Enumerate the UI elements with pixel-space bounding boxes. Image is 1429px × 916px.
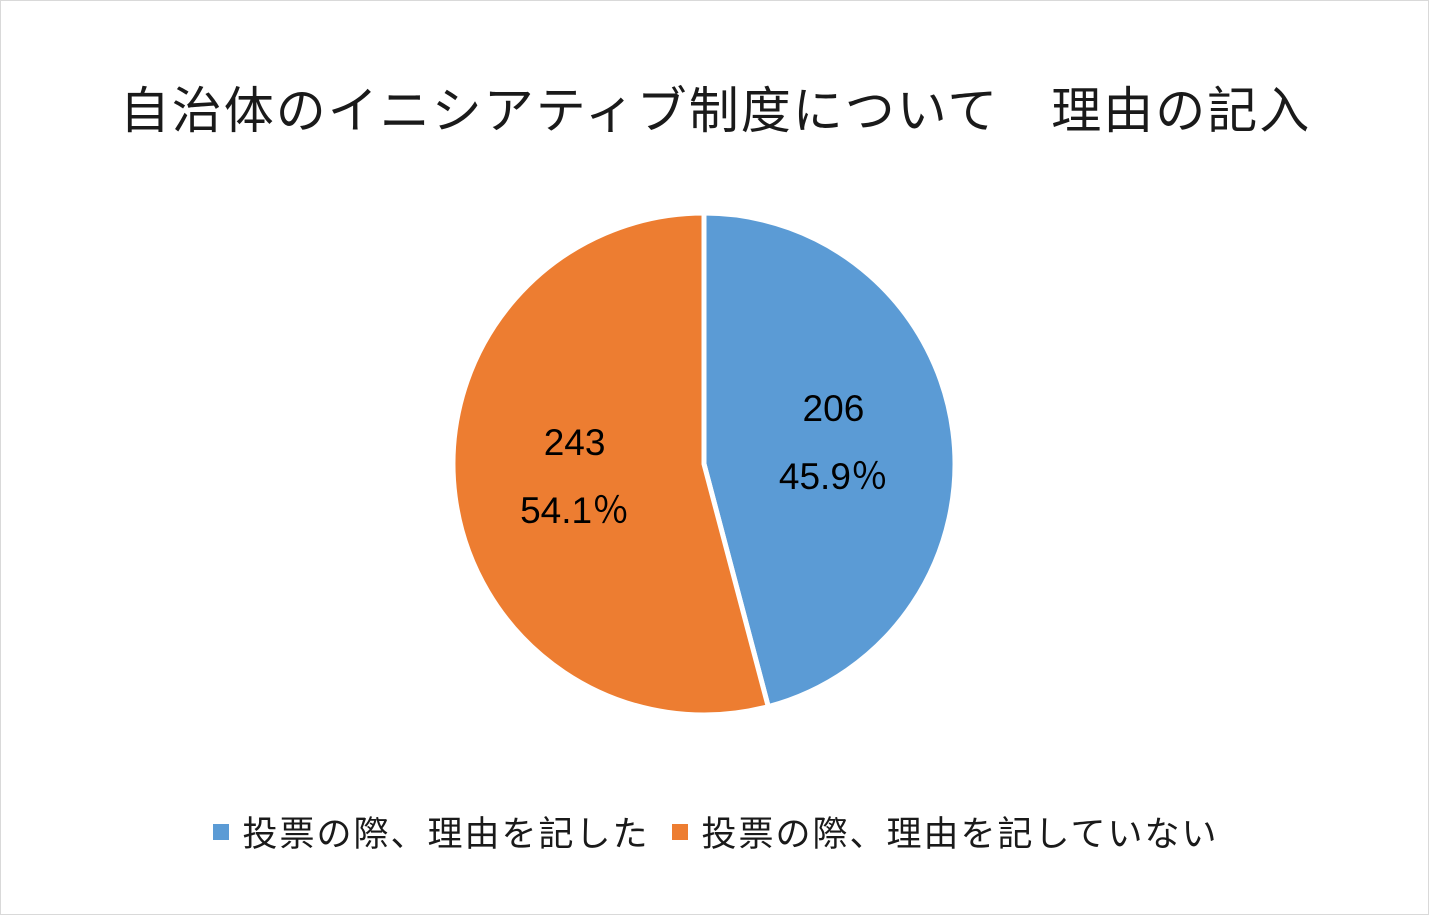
legend-item-recorded: 投票の際、理由を記した — [212, 806, 650, 857]
legend-swatch-orange — [671, 823, 688, 840]
pie-slice-not-recorded — [450, 210, 771, 718]
legend-label-recorded: 投票の際、理由を記した — [242, 815, 650, 855]
data-label-percent-not-recorded: 54.1％ — [520, 490, 629, 531]
pie-slice-recorded — [701, 210, 958, 710]
data-labels: 206 45.9％ 243 54.1％ — [520, 388, 888, 531]
data-label-percent-recorded: 45.9％ — [779, 456, 888, 497]
data-label-value-recorded: 206 — [803, 388, 865, 429]
data-label-value-not-recorded: 243 — [544, 422, 606, 463]
chart-title: 自治体のイニシアティブ制度について 理由の記入 — [119, 82, 1312, 140]
legend-item-not-recorded: 投票の際、理由を記していない — [671, 806, 1219, 857]
legend-swatch-blue — [212, 823, 229, 840]
pie-slices — [450, 210, 958, 718]
legend: 投票の際、理由を記した 投票の際、理由を記していない — [1, 806, 1429, 857]
legend-label-not-recorded: 投票の際、理由を記していない — [701, 815, 1219, 855]
